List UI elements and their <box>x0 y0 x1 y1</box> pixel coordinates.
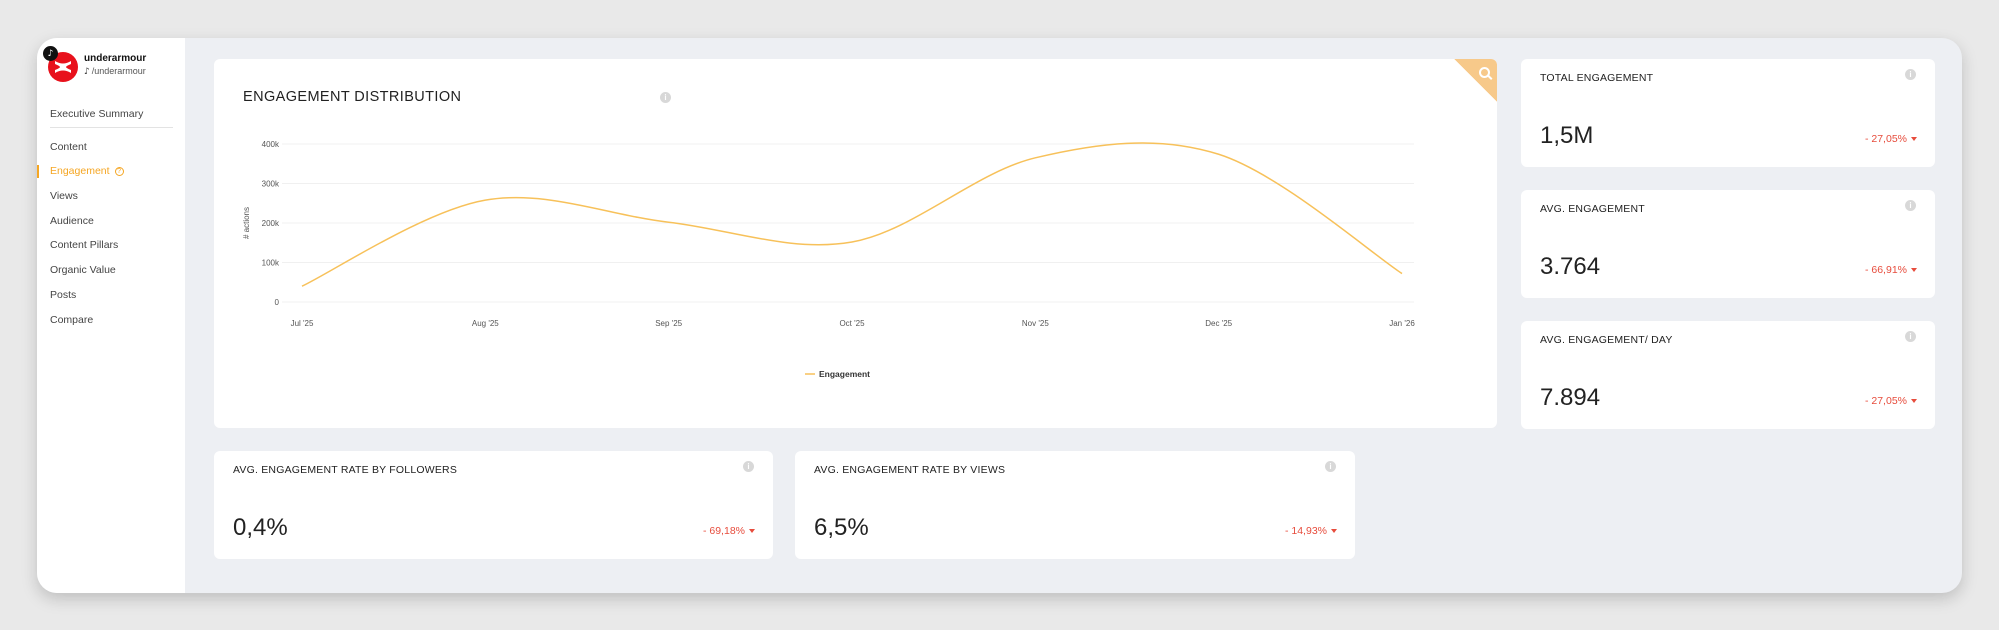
info-icon[interactable]: i <box>1905 331 1916 342</box>
sidebar-item-audience[interactable]: Audience <box>50 214 94 227</box>
info-icon[interactable]: i <box>743 461 754 472</box>
change-text: - 69,18% <box>702 525 745 537</box>
chart-title: ENGAGEMENT DISTRIBUTION <box>243 89 462 105</box>
avatar <box>48 52 78 82</box>
x-tick-label: Nov '25 <box>1022 319 1049 328</box>
metric-value: 7.894 <box>1540 384 1601 411</box>
avg-engagement-day-card: AVG. ENGAGEMENT/ DAY i 7.894 - 27,05% <box>1521 321 1935 429</box>
under-armour-logo-icon <box>55 61 71 73</box>
y-axis-label: # actions <box>242 207 251 239</box>
sidebar-item-views[interactable]: Views <box>50 190 78 203</box>
change-text: - 27,05% <box>1864 133 1907 145</box>
card-title: AVG. ENGAGEMENT RATE BY VIEWS <box>814 464 1006 476</box>
y-tick-label: 400k <box>262 140 280 149</box>
metric-value: 3.764 <box>1540 253 1601 280</box>
metric-change: - 27,05% <box>1865 133 1917 145</box>
info-icon[interactable]: i <box>1905 69 1916 80</box>
metric-change: - 66,91% <box>1865 264 1917 276</box>
y-tick-label: 0 <box>275 298 280 307</box>
metric-change: - 27,05% <box>1865 395 1917 407</box>
tiktok-small-icon: ♪ <box>84 67 90 77</box>
y-tick-label: 300k <box>262 180 280 189</box>
card-title: AVG. ENGAGEMENT RATE BY FOLLOWERS <box>233 464 458 476</box>
x-tick-label: Jan '26 <box>1389 319 1415 328</box>
engagement-rate-followers-card: AVG. ENGAGEMENT RATE BY FOLLOWERS i 0,4%… <box>214 451 773 559</box>
metric-value: 1,5M <box>1540 122 1594 149</box>
sidebar-item-engagement[interactable]: Engagement? <box>37 159 185 184</box>
chart-gridlines <box>282 143 1414 303</box>
sidebar-item-label: Engagement <box>50 165 110 178</box>
metric-change: - 69,18% <box>703 525 755 537</box>
change-text: - 66,91% <box>1864 264 1907 276</box>
search-icon <box>1479 67 1490 78</box>
info-icon[interactable]: i <box>660 92 671 103</box>
caret-down-icon <box>1911 268 1917 272</box>
x-tick-label: Oct '25 <box>839 319 865 328</box>
x-tick-label: Aug '25 <box>472 319 499 328</box>
total-engagement-card: TOTAL ENGAGEMENT i 1,5M - 27,05% <box>1521 59 1935 167</box>
metric-change: - 14,93% <box>1285 525 1337 537</box>
y-tick-label: 100k <box>262 259 280 268</box>
caret-down-icon <box>1911 137 1917 141</box>
sidebar-item-content[interactable]: Content <box>50 140 87 153</box>
engagement-series-line <box>301 142 1403 287</box>
brand-handle-text: /underarmour <box>91 66 146 76</box>
info-icon[interactable]: i <box>1905 200 1916 211</box>
sidebar-nav: Executive Summary Content Engagement? Vi… <box>37 102 185 332</box>
engagement-rate-views-card: AVG. ENGAGEMENT RATE BY VIEWS i 6,5% - 1… <box>795 451 1355 559</box>
y-tick-label: 200k <box>262 219 280 228</box>
engagement-line-chart: 0 100k 200k 300k 400k Jul '25 Aug '25 Sep '25 O… <box>242 140 1416 379</box>
sidebar-item-posts[interactable]: Posts <box>50 288 77 301</box>
card-title: AVG. ENGAGEMENT/ DAY <box>1540 334 1673 346</box>
avg-engagement-card: AVG. ENGAGEMENT i 3.764 - 66,91% <box>1521 190 1935 298</box>
change-text: - 14,93% <box>1284 525 1327 537</box>
x-tick-label: Jul '25 <box>291 319 314 328</box>
legend-label[interactable]: Engagement <box>819 369 870 379</box>
x-axis-ticks: Jul '25 Aug '25 Sep '25 Oct '25 Nov '25 Dec '… <box>291 319 1416 328</box>
app-window: ♪ underarmour ♪/underarmour Executive Su… <box>37 38 1962 593</box>
nav-divider <box>50 127 173 128</box>
help-icon[interactable]: ? <box>114 167 124 177</box>
chart-legend: Engagement <box>805 369 870 379</box>
caret-down-icon <box>1331 529 1337 533</box>
brand-header[interactable]: ♪ underarmour ♪/underarmour <box>43 46 183 86</box>
sidebar-item-organic-value[interactable]: Organic Value <box>50 264 116 277</box>
brand-name: underarmour <box>84 53 147 64</box>
sidebar-item-content-pillars[interactable]: Content Pillars <box>50 239 119 252</box>
card-title: TOTAL ENGAGEMENT <box>1540 72 1654 84</box>
x-tick-label: Sep '25 <box>655 319 682 328</box>
sidebar: ♪ underarmour ♪/underarmour Executive Su… <box>37 38 185 593</box>
engagement-distribution-card: ENGAGEMENT DISTRIBUTION i 0 100k 200k 300k 4… <box>214 59 1497 428</box>
caret-down-icon <box>1911 399 1917 403</box>
change-text: - 27,05% <box>1864 395 1907 407</box>
y-axis-ticks: 0 100k 200k 300k 400k <box>262 140 280 307</box>
caret-down-icon <box>749 529 755 533</box>
info-icon[interactable]: i <box>1325 461 1336 472</box>
sidebar-item-executive-summary[interactable]: Executive Summary <box>50 108 144 120</box>
brand-handle: ♪/underarmour <box>84 66 146 77</box>
zoom-corner-button[interactable] <box>1454 59 1497 102</box>
x-tick-label: Dec '25 <box>1205 319 1232 328</box>
sidebar-item-compare[interactable]: Compare <box>50 313 94 326</box>
metric-value: 6,5% <box>814 514 869 541</box>
tiktok-icon: ♪ <box>43 46 58 61</box>
metric-value: 0,4% <box>233 514 288 541</box>
card-title: AVG. ENGAGEMENT <box>1540 203 1645 215</box>
